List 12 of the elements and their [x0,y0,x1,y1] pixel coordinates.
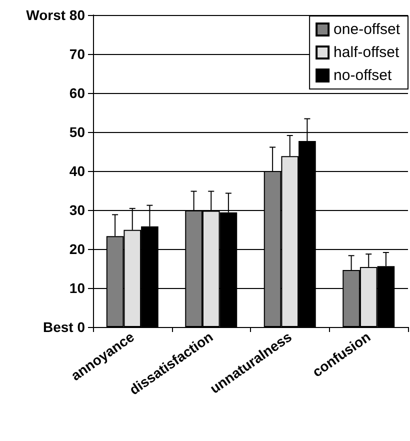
y-tick-label: 50 [69,124,86,140]
y-tick-label: 30 [69,202,86,218]
legend-label: half-offset [334,44,400,61]
y-tick-label: 10 [69,280,86,296]
y-tick-label: 70 [69,46,86,62]
y-tick-label: 20 [69,241,86,257]
y-tick-label: 60 [69,85,86,101]
legend-label: no-offset [334,67,392,84]
legend-label: one-offset [334,21,401,38]
y-tick-label: 40 [69,163,86,179]
y-tick-label: Worst 80 [26,7,86,23]
y-tick-label: Best 0 [42,319,86,335]
